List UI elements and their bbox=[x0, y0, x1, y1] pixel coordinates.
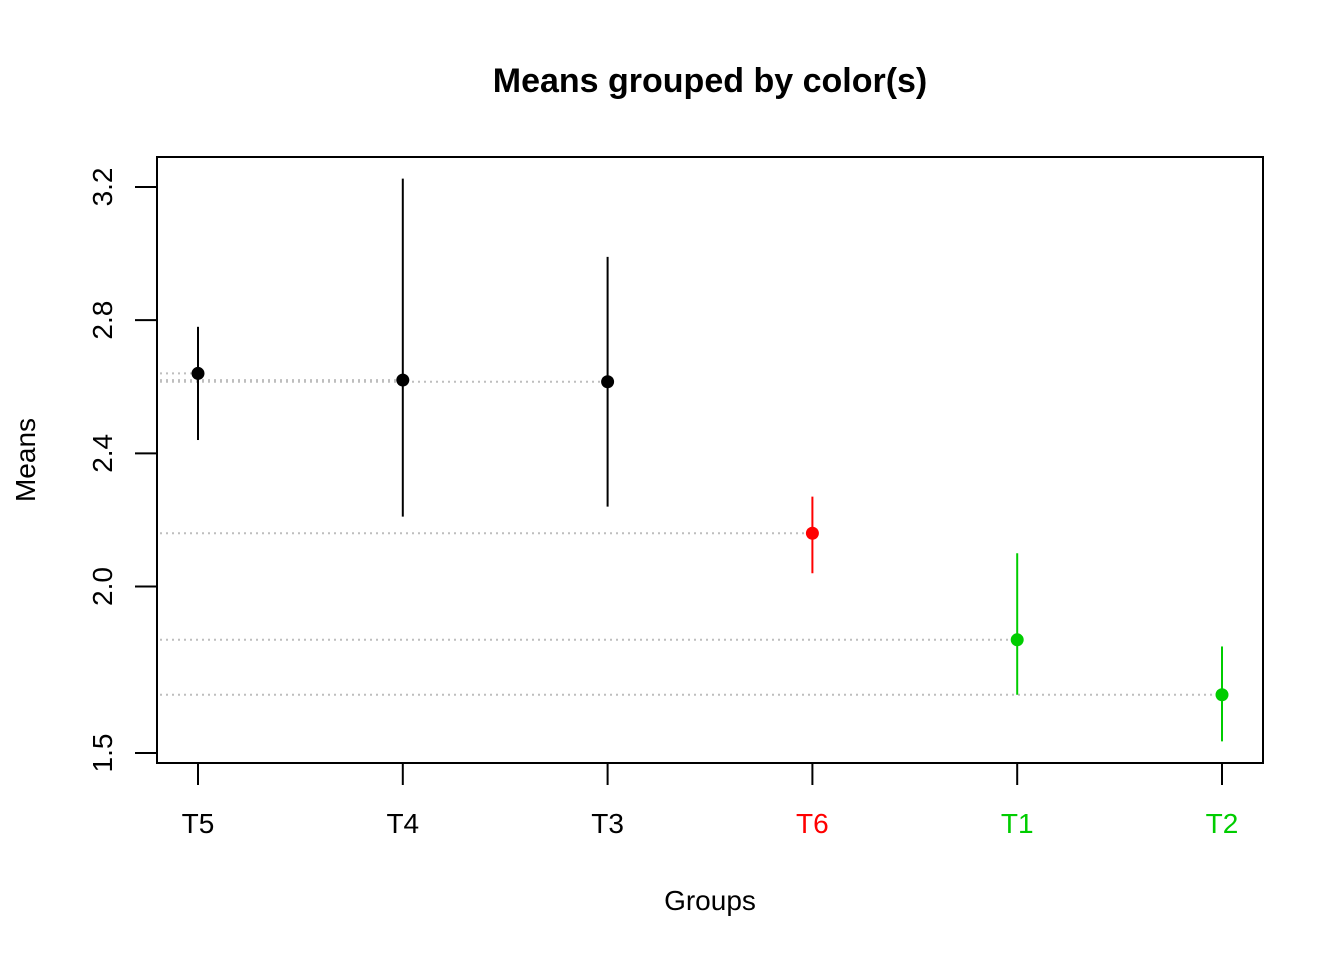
y-axis-label: Means bbox=[10, 418, 41, 502]
mean-points bbox=[191, 366, 1229, 702]
x-axis: T5 T4 T3 T6 T1 T2 bbox=[182, 763, 1239, 839]
x-axis-label: Groups bbox=[664, 885, 756, 916]
y-tick-label-2.4: 2.4 bbox=[87, 434, 118, 473]
y-tick-label-2.8: 2.8 bbox=[87, 301, 118, 340]
x-tick-label-t5: T5 bbox=[182, 808, 215, 839]
plot-frame bbox=[156, 156, 1264, 764]
x-tick-label-t1: T1 bbox=[1001, 808, 1034, 839]
y-axis: 1.5 2.0 2.4 2.8 3.2 bbox=[87, 167, 157, 772]
mean-point-t4 bbox=[396, 373, 410, 387]
mean-point-t1 bbox=[1010, 633, 1024, 647]
mean-point-t2 bbox=[1215, 688, 1229, 702]
error-bars bbox=[197, 178, 1223, 742]
x-tick-label-t2: T2 bbox=[1206, 808, 1239, 839]
y-tick-label-3.2: 3.2 bbox=[87, 167, 118, 206]
x-tick-label-t4: T4 bbox=[386, 808, 419, 839]
mean-point-t6 bbox=[805, 526, 819, 540]
reference-lines bbox=[160, 372, 1222, 696]
x-tick-label-t6: T6 bbox=[796, 808, 829, 839]
y-tick-label-1.5: 1.5 bbox=[87, 734, 118, 773]
mean-point-t3 bbox=[601, 375, 615, 389]
mean-point-t5 bbox=[191, 366, 205, 380]
x-tick-label-t3: T3 bbox=[591, 808, 624, 839]
y-tick-label-2.0: 2.0 bbox=[87, 567, 118, 606]
chart-title: Means grouped by color(s) bbox=[493, 62, 928, 100]
